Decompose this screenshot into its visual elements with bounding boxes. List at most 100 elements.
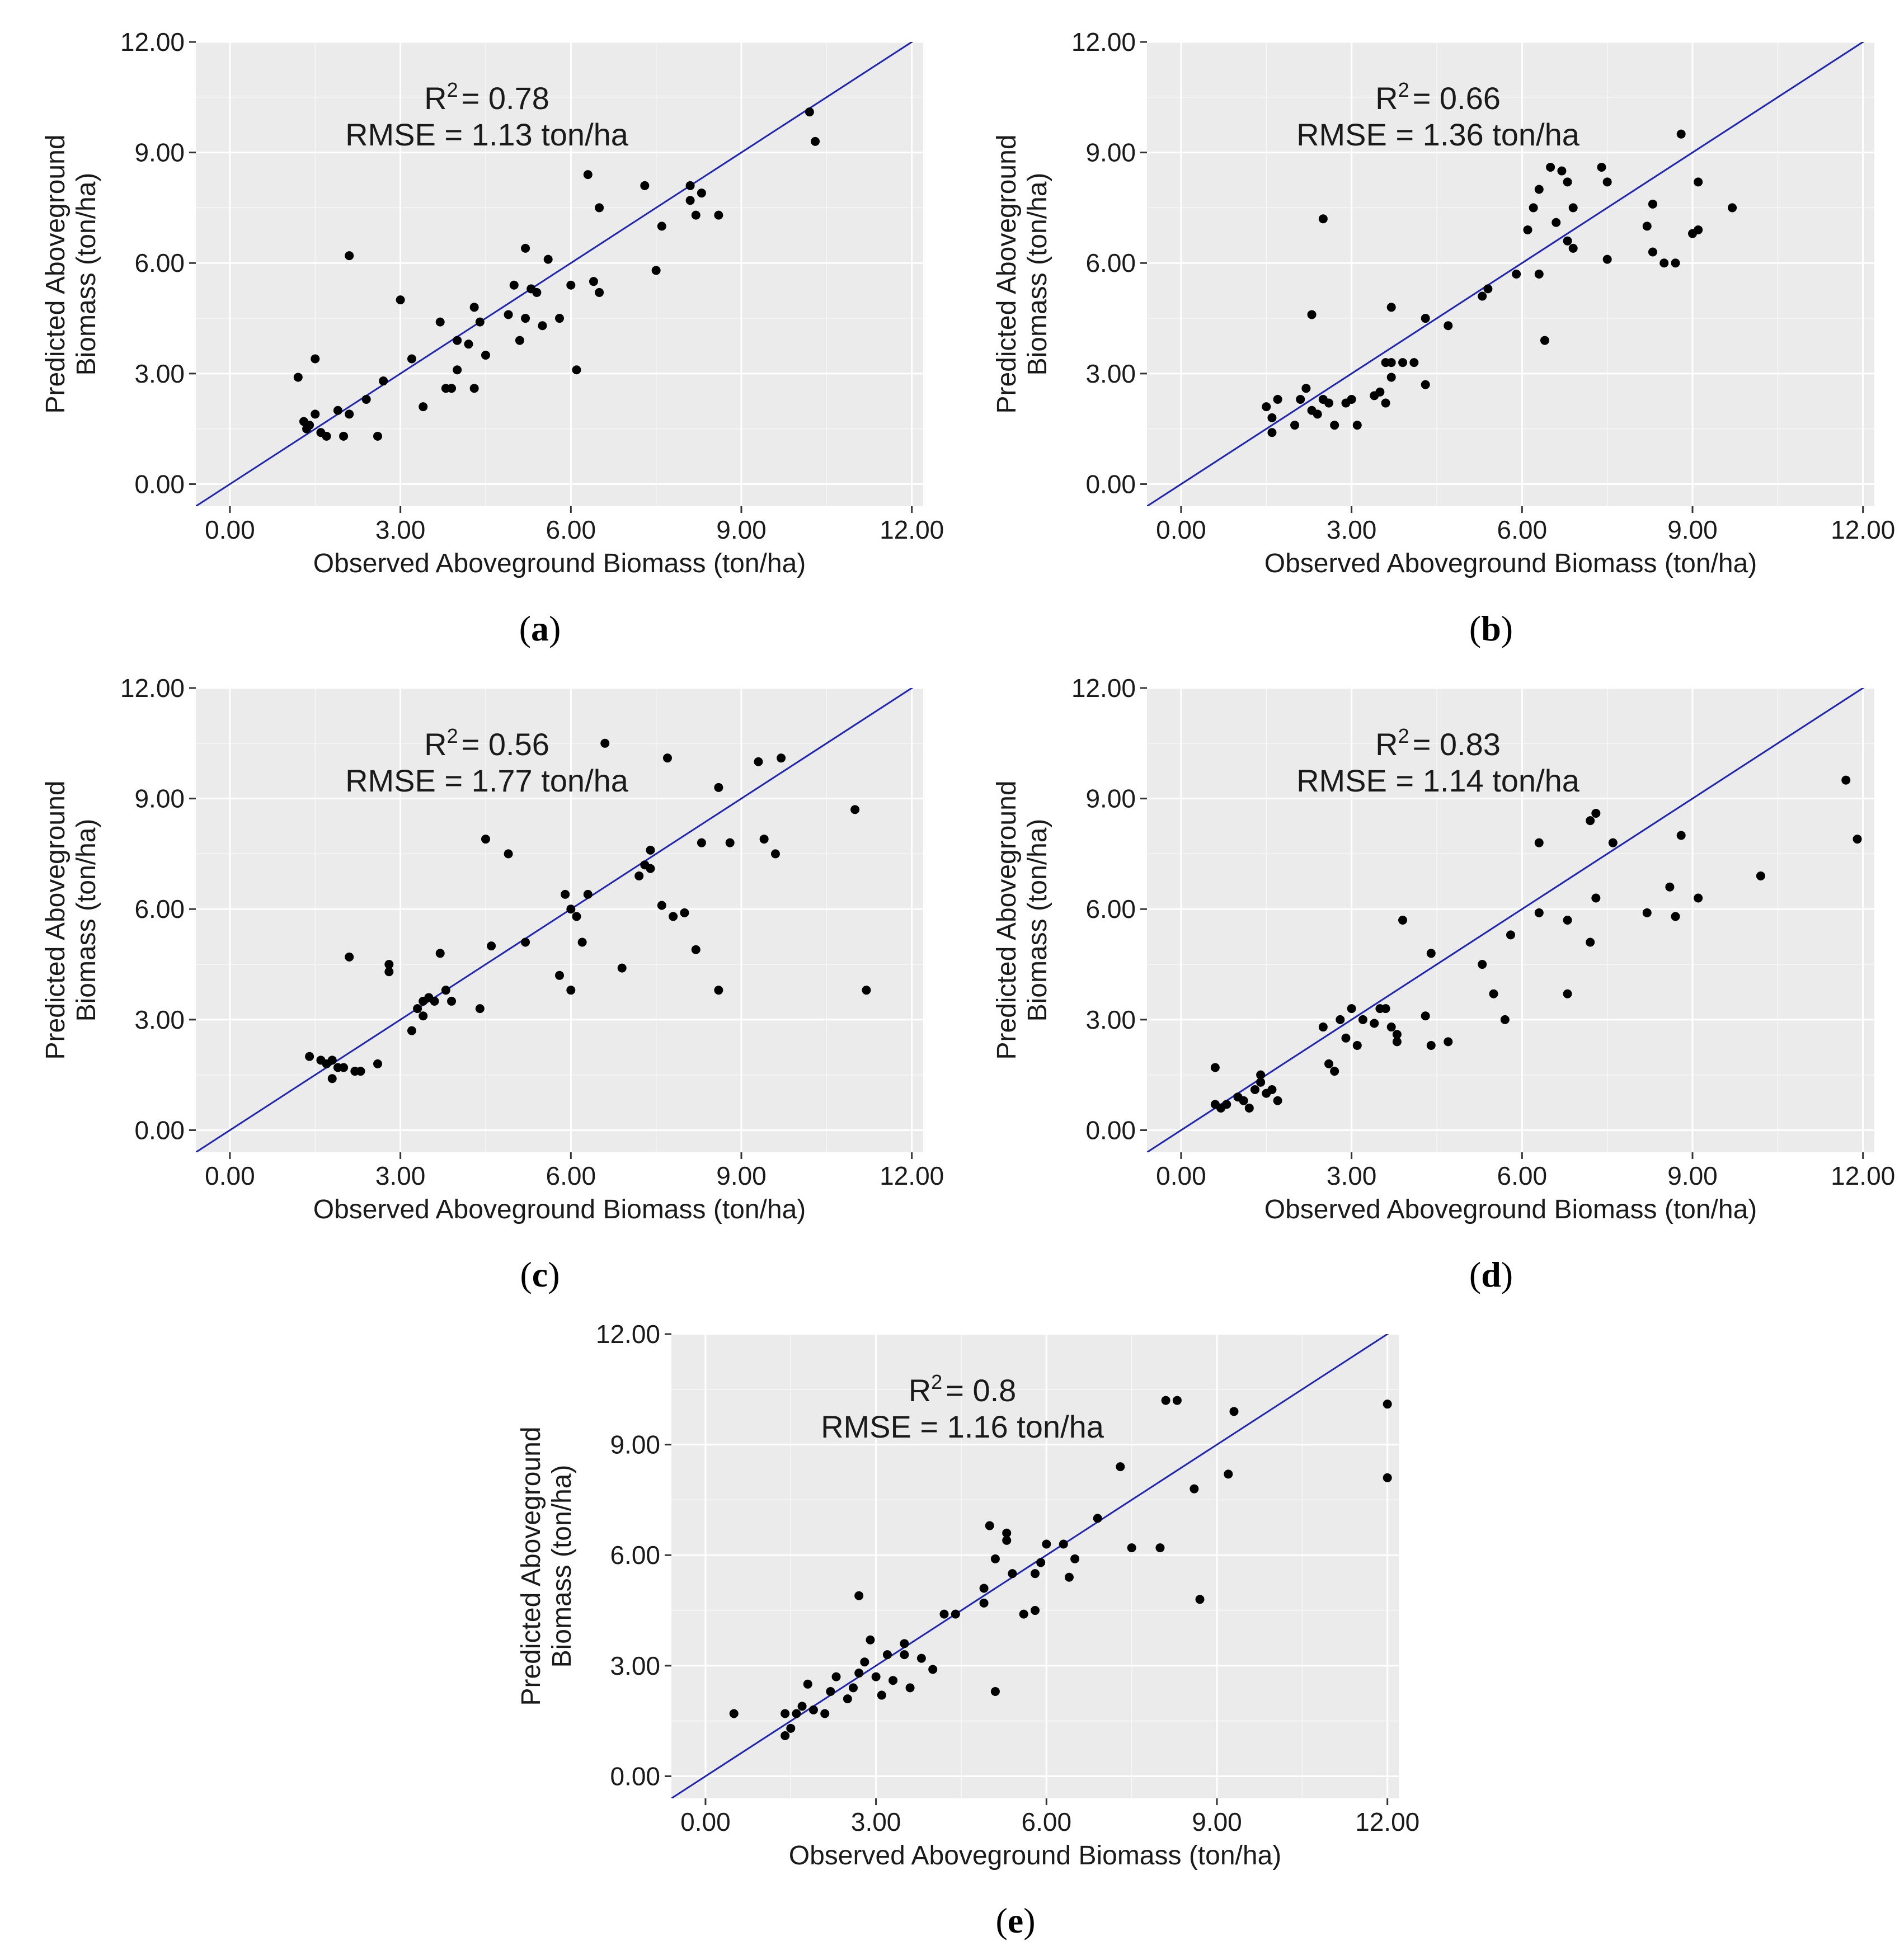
data-point	[487, 941, 496, 951]
data-point	[662, 753, 672, 763]
data-point	[951, 1609, 960, 1619]
x-tick-label: 12.00	[1831, 1161, 1895, 1190]
y-tick-label: 0.00	[610, 1761, 660, 1791]
panel-tag: (c)	[520, 1255, 560, 1294]
data-point	[469, 303, 479, 312]
data-point	[572, 912, 581, 921]
data-point	[1534, 908, 1544, 917]
r-squared-value: = 0.66	[1413, 81, 1501, 116]
y-axis-title-line1: Predicted Aboveground	[41, 134, 70, 413]
data-point	[657, 901, 666, 910]
data-point	[566, 904, 576, 914]
data-point	[1421, 380, 1430, 389]
data-points	[293, 107, 820, 441]
data-point	[1002, 1535, 1012, 1545]
data-point	[849, 1683, 858, 1693]
data-point	[1358, 1015, 1367, 1024]
data-point	[595, 288, 604, 297]
data-point	[826, 1686, 835, 1696]
panel-tag-letter: c	[532, 1255, 548, 1294]
data-point	[1070, 1554, 1080, 1563]
data-point	[1506, 930, 1515, 940]
r-squared-annotation: R2 = 0.83	[1375, 724, 1501, 762]
data-point	[595, 203, 604, 213]
data-point	[305, 421, 314, 430]
x-tick-label: 3.00	[1327, 515, 1377, 544]
panel-d: 0.00 3.00 6.00 9.00 12.00 0.00 3.00 6.00 9.00 12.…	[992, 673, 1895, 1294]
data-point	[1042, 1539, 1051, 1549]
minor-gridlines	[196, 688, 923, 1152]
y-tick-label: 9.00	[610, 1430, 660, 1459]
panel-b: 0.00 3.00 6.00 9.00 12.00 0.00 3.00 6.00 9.00 12.…	[992, 27, 1895, 648]
y-tick-label: 9.00	[134, 784, 185, 813]
x-tick-label: 9.00	[1667, 515, 1718, 544]
data-point	[1330, 1067, 1339, 1076]
data-point	[1586, 816, 1595, 826]
data-point	[1347, 394, 1356, 404]
x-tick-label: 0.00	[205, 515, 255, 544]
y-tick-label: 9.00	[1085, 784, 1136, 813]
y-tick-label: 0.00	[1085, 469, 1136, 498]
data-point	[1224, 1469, 1233, 1479]
y-tick-label: 6.00	[134, 248, 185, 277]
data-point	[1523, 225, 1532, 234]
data-point	[714, 783, 723, 792]
x-tick-label: 9.00	[716, 515, 767, 544]
data-point	[379, 376, 388, 386]
data-point	[669, 912, 678, 921]
data-point	[583, 889, 593, 899]
data-point	[860, 1657, 869, 1667]
data-point	[888, 1676, 898, 1685]
y-tick-label: 9.00	[1085, 138, 1136, 167]
r-squared-annotation: R2 = 0.78	[424, 78, 549, 116]
data-point	[435, 949, 445, 958]
data-point	[339, 431, 349, 441]
data-point	[1648, 247, 1657, 257]
data-point	[1398, 358, 1408, 368]
data-point	[305, 1052, 314, 1061]
y-axis-title-line2: Biomass (ton/ha)	[1023, 819, 1052, 1022]
data-point	[1267, 1085, 1277, 1095]
data-point	[1250, 1085, 1259, 1095]
data-point	[990, 1686, 1000, 1696]
data-point	[725, 838, 735, 847]
data-point	[475, 317, 485, 327]
y-tick-label: 6.00	[610, 1540, 660, 1570]
x-tick-label: 12.00	[880, 515, 944, 544]
data-point	[396, 295, 405, 305]
panel-a: 0.00 3.00 6.00 9.00 12.00 0.00 3.00 6.00 9.00 12.…	[41, 27, 944, 648]
data-point	[583, 170, 593, 180]
rmse-annotation: RMSE = 1.16 ton/ha	[821, 1409, 1104, 1444]
data-point	[854, 1591, 864, 1600]
data-point	[1586, 937, 1595, 947]
data-point	[333, 406, 342, 415]
x-tick-label: 12.00	[880, 1161, 944, 1190]
data-point	[521, 937, 530, 947]
data-point	[850, 805, 860, 814]
x-tick-label: 6.00	[546, 1161, 596, 1190]
y-tick-label: 3.00	[610, 1651, 660, 1680]
r-squared-annotation: R2 = 0.66	[1375, 78, 1501, 116]
data-point	[572, 365, 581, 375]
data-point	[854, 1669, 864, 1678]
y-tick-label: 3.00	[1085, 359, 1136, 388]
data-point	[1267, 428, 1277, 437]
y-tick-label: 0.00	[134, 1115, 185, 1144]
rmse-annotation: RMSE = 1.77 ton/ha	[345, 763, 629, 798]
data-point	[1512, 270, 1521, 279]
data-point	[1330, 421, 1339, 430]
data-point	[1383, 1473, 1392, 1482]
data-point	[1546, 162, 1555, 172]
panel-c: 0.00 3.00 6.00 9.00 12.00 0.00 3.00 6.00 9.00 12.…	[41, 673, 944, 1294]
data-point	[1563, 916, 1572, 925]
data-point	[566, 986, 576, 995]
minor-gridlines	[1147, 42, 1874, 506]
data-point	[1483, 284, 1493, 294]
data-point	[979, 1598, 989, 1608]
data-point	[862, 986, 871, 995]
data-point	[1529, 203, 1538, 213]
data-point	[441, 986, 450, 995]
data-point	[1568, 243, 1578, 253]
data-point	[345, 952, 354, 962]
data-point	[1694, 177, 1703, 187]
